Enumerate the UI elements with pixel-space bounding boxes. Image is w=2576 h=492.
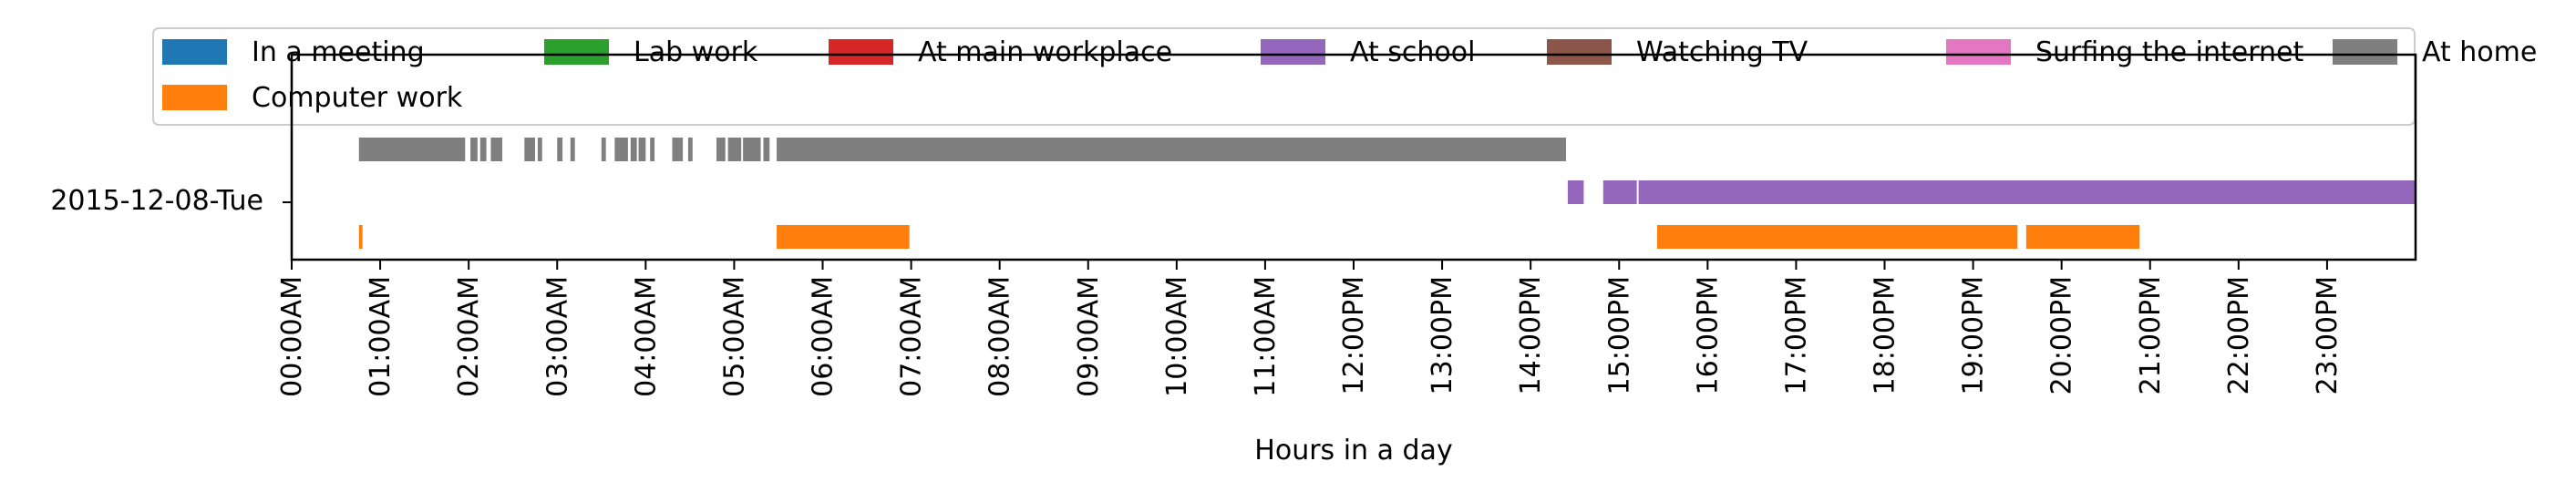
y-tick-label: 2015-12-08-Tue bbox=[50, 185, 263, 217]
x-axis-label: Hours in a day bbox=[1254, 435, 1452, 466]
x-tick-label: 14:00PM bbox=[1515, 276, 1547, 395]
x-tick-label: 12:00PM bbox=[1338, 276, 1370, 395]
bar-at-home bbox=[638, 138, 646, 161]
bar-at-home bbox=[470, 138, 478, 161]
x-tick-label: 22:00PM bbox=[2223, 276, 2255, 395]
legend-label: Computer work bbox=[252, 82, 463, 114]
bar-at-home bbox=[630, 138, 637, 161]
x-tick-label: 21:00PM bbox=[2135, 276, 2167, 395]
x-tick-label: 03:00AM bbox=[541, 276, 573, 397]
bar-at-school bbox=[1638, 180, 2416, 204]
bar-computer-work bbox=[1656, 225, 2018, 249]
x-tick-label: 06:00AM bbox=[808, 276, 840, 397]
x-tick-label: 16:00PM bbox=[1692, 276, 1724, 395]
x-tick-label: 11:00AM bbox=[1250, 276, 1282, 397]
bar-at-home bbox=[727, 138, 742, 161]
x-tick-label: 15:00PM bbox=[1603, 276, 1635, 395]
legend-swatch bbox=[1261, 39, 1325, 65]
x-tick-label: 05:00AM bbox=[718, 276, 750, 397]
x-tick-label: 19:00PM bbox=[1958, 276, 1990, 395]
legend: In a meeting Lab work At main workplace At … bbox=[152, 27, 2537, 126]
x-tick-label: 13:00PM bbox=[1427, 276, 1458, 395]
bar-at-home bbox=[537, 138, 542, 161]
bar-at-home bbox=[601, 138, 606, 161]
bar-at-home bbox=[490, 138, 503, 161]
bar-at-home bbox=[557, 138, 563, 161]
legend-swatch bbox=[162, 39, 227, 65]
bar-at-home bbox=[614, 138, 628, 161]
x-tick-label: 04:00AM bbox=[630, 276, 662, 397]
x-tick-label: 01:00AM bbox=[365, 276, 397, 397]
legend-swatch bbox=[829, 39, 893, 65]
bar-at-home bbox=[716, 138, 726, 161]
legend-label: In a meeting bbox=[252, 36, 425, 68]
x-tick-label: 20:00PM bbox=[2046, 276, 2078, 395]
bar-computer-work bbox=[777, 225, 910, 249]
legend-label: At main workplace bbox=[918, 36, 1172, 68]
x-tick-label: 10:00AM bbox=[1161, 276, 1193, 397]
bar-at-home bbox=[672, 138, 684, 161]
bar-at-home bbox=[524, 138, 535, 161]
bar-at-home bbox=[763, 138, 770, 161]
bar-at-home bbox=[777, 138, 1566, 161]
bar-at-home bbox=[570, 138, 575, 161]
x-tick-label: 09:00AM bbox=[1073, 276, 1105, 397]
bar-computer-work bbox=[358, 225, 363, 249]
x-tick-label: 17:00PM bbox=[1780, 276, 1812, 395]
legend-swatch bbox=[1946, 39, 2011, 65]
x-tick-label: 07:00AM bbox=[896, 276, 928, 397]
bar-at-school bbox=[1602, 180, 1637, 204]
legend-swatch bbox=[162, 85, 227, 110]
x-tick-label: 23:00PM bbox=[2312, 276, 2344, 395]
legend-swatch bbox=[544, 39, 609, 65]
x-tick-label: 18:00PM bbox=[1870, 276, 1901, 395]
bar-at-home bbox=[358, 138, 466, 161]
bar-at-home bbox=[743, 138, 761, 161]
legend-label: At school bbox=[1350, 36, 1475, 68]
legend-swatch bbox=[2333, 39, 2397, 65]
bar-at-home bbox=[479, 138, 487, 161]
x-tick-label: 08:00AM bbox=[984, 276, 1016, 397]
legend-label: Lab work bbox=[634, 36, 758, 68]
legend-label: At home bbox=[2422, 36, 2537, 68]
x-tick-label: 00:00AM bbox=[276, 276, 308, 397]
legend-label: Surfing the internet bbox=[2035, 36, 2303, 68]
x-tick-label: 02:00AM bbox=[453, 276, 485, 397]
legend-swatch bbox=[1547, 39, 1612, 65]
plot-bars bbox=[358, 138, 2416, 249]
bar-at-school bbox=[1567, 180, 1584, 204]
bar-at-home bbox=[687, 138, 693, 161]
legend-label: Watching TV bbox=[1636, 36, 1808, 68]
bar-at-home bbox=[650, 138, 655, 161]
bar-computer-work bbox=[2025, 225, 2140, 249]
x-axis: 00:00AM 01:00AM 02:00AM 03:00AM 04:00AM 05:00… bbox=[276, 260, 2344, 397]
